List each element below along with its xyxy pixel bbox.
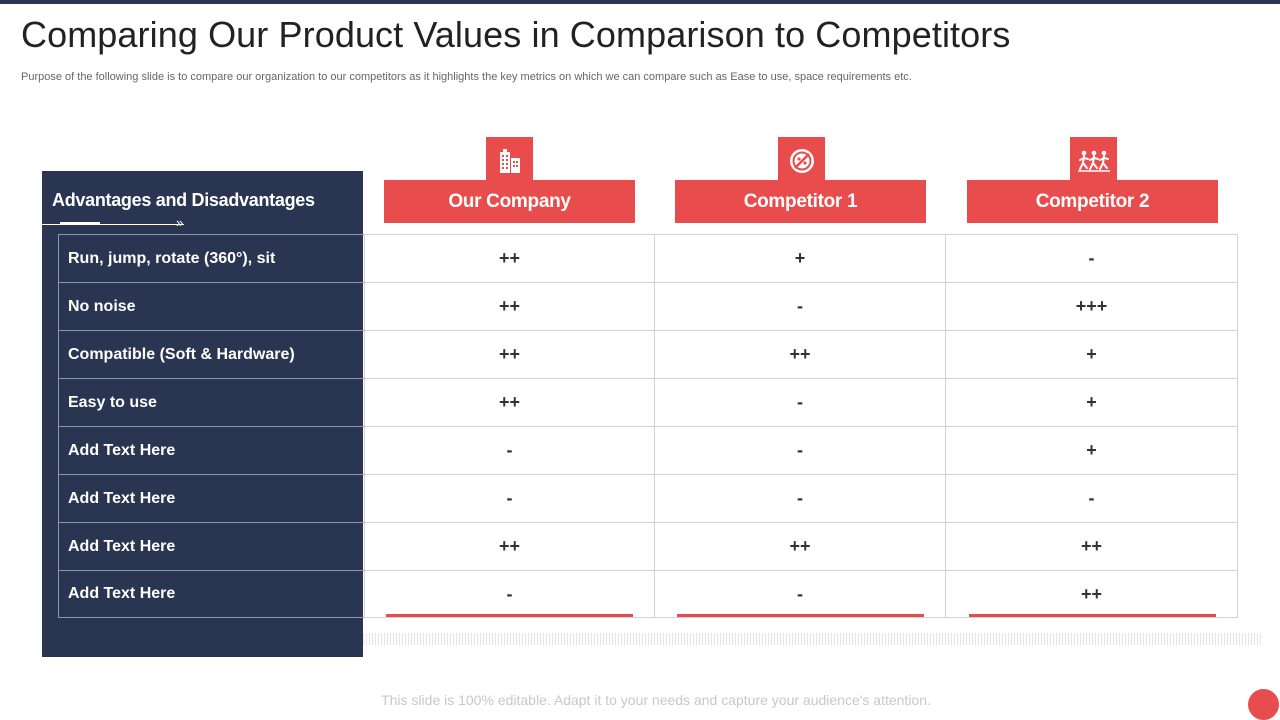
cell-competitor-1: ++ [655,522,946,570]
cell-our-company: ++ [364,234,655,282]
cell-competitor-1: - [655,570,946,618]
slide-title: Comparing Our Product Values in Comparis… [21,14,1011,55]
column-header-competitor-2: Competitor 2 [967,180,1218,223]
column-bottom-accent [386,614,633,617]
column-bottom-accent [969,614,1216,617]
comparison-table: Run, jump, rotate (360°), sit ++ + - No … [58,234,1238,618]
heading-underline [42,224,184,225]
row-label-add-text-2: Add Text Here [58,474,364,522]
heading-underline-accent [60,222,100,225]
cell-our-company: - [364,474,655,522]
cell-competitor-1: - [655,426,946,474]
footer-note: This slide is 100% editable. Adapt it to… [381,692,931,708]
cell-our-company: - [364,426,655,474]
panel-heading: Advantages and Disadvantages [52,190,315,210]
row-label-no-noise: No noise [58,282,364,330]
column-header-our-company: Our Company [384,180,635,223]
top-accent-bar [0,0,1280,4]
row-label-add-text-1: Add Text Here [58,426,364,474]
cell-our-company: - [364,570,655,618]
column-bottom-accent [677,614,924,617]
decorative-red-dot [1248,689,1279,720]
no-entry-icon [778,137,825,185]
cell-competitor-2: +++ [946,282,1238,330]
cell-competitor-1: - [655,474,946,522]
cell-competitor-1: + [655,234,946,282]
cell-competitor-1: ++ [655,330,946,378]
cell-competitor-1: - [655,378,946,426]
cell-competitor-2: - [946,234,1238,282]
row-label-add-text-4: Add Text Here [58,570,364,618]
cell-competitor-2: ++ [946,570,1238,618]
cell-competitor-1: - [655,282,946,330]
cell-our-company: ++ [364,282,655,330]
double-chevron-icon: » [176,215,184,230]
row-label-run-jump-rotate: Run, jump, rotate (360°), sit [58,234,364,282]
cell-competitor-2: + [946,426,1238,474]
row-label-add-text-3: Add Text Here [58,522,364,570]
column-header-competitor-1: Competitor 1 [675,180,926,223]
cell-competitor-2: + [946,378,1238,426]
cell-competitor-2: + [946,330,1238,378]
cell-competitor-2: ++ [946,522,1238,570]
cell-competitor-2: - [946,474,1238,522]
cell-our-company: ++ [364,378,655,426]
slide-subtitle: Purpose of the following slide is to com… [21,71,912,83]
row-label-easy-to-use: Easy to use [58,378,364,426]
building-icon [486,137,533,185]
cell-our-company: ++ [364,522,655,570]
row-label-compatible: Compatible (Soft & Hardware) [58,330,364,378]
cell-our-company: ++ [364,330,655,378]
advantages-panel [42,171,363,657]
decorative-stripe [363,633,1263,645]
running-people-icon [1070,137,1117,185]
